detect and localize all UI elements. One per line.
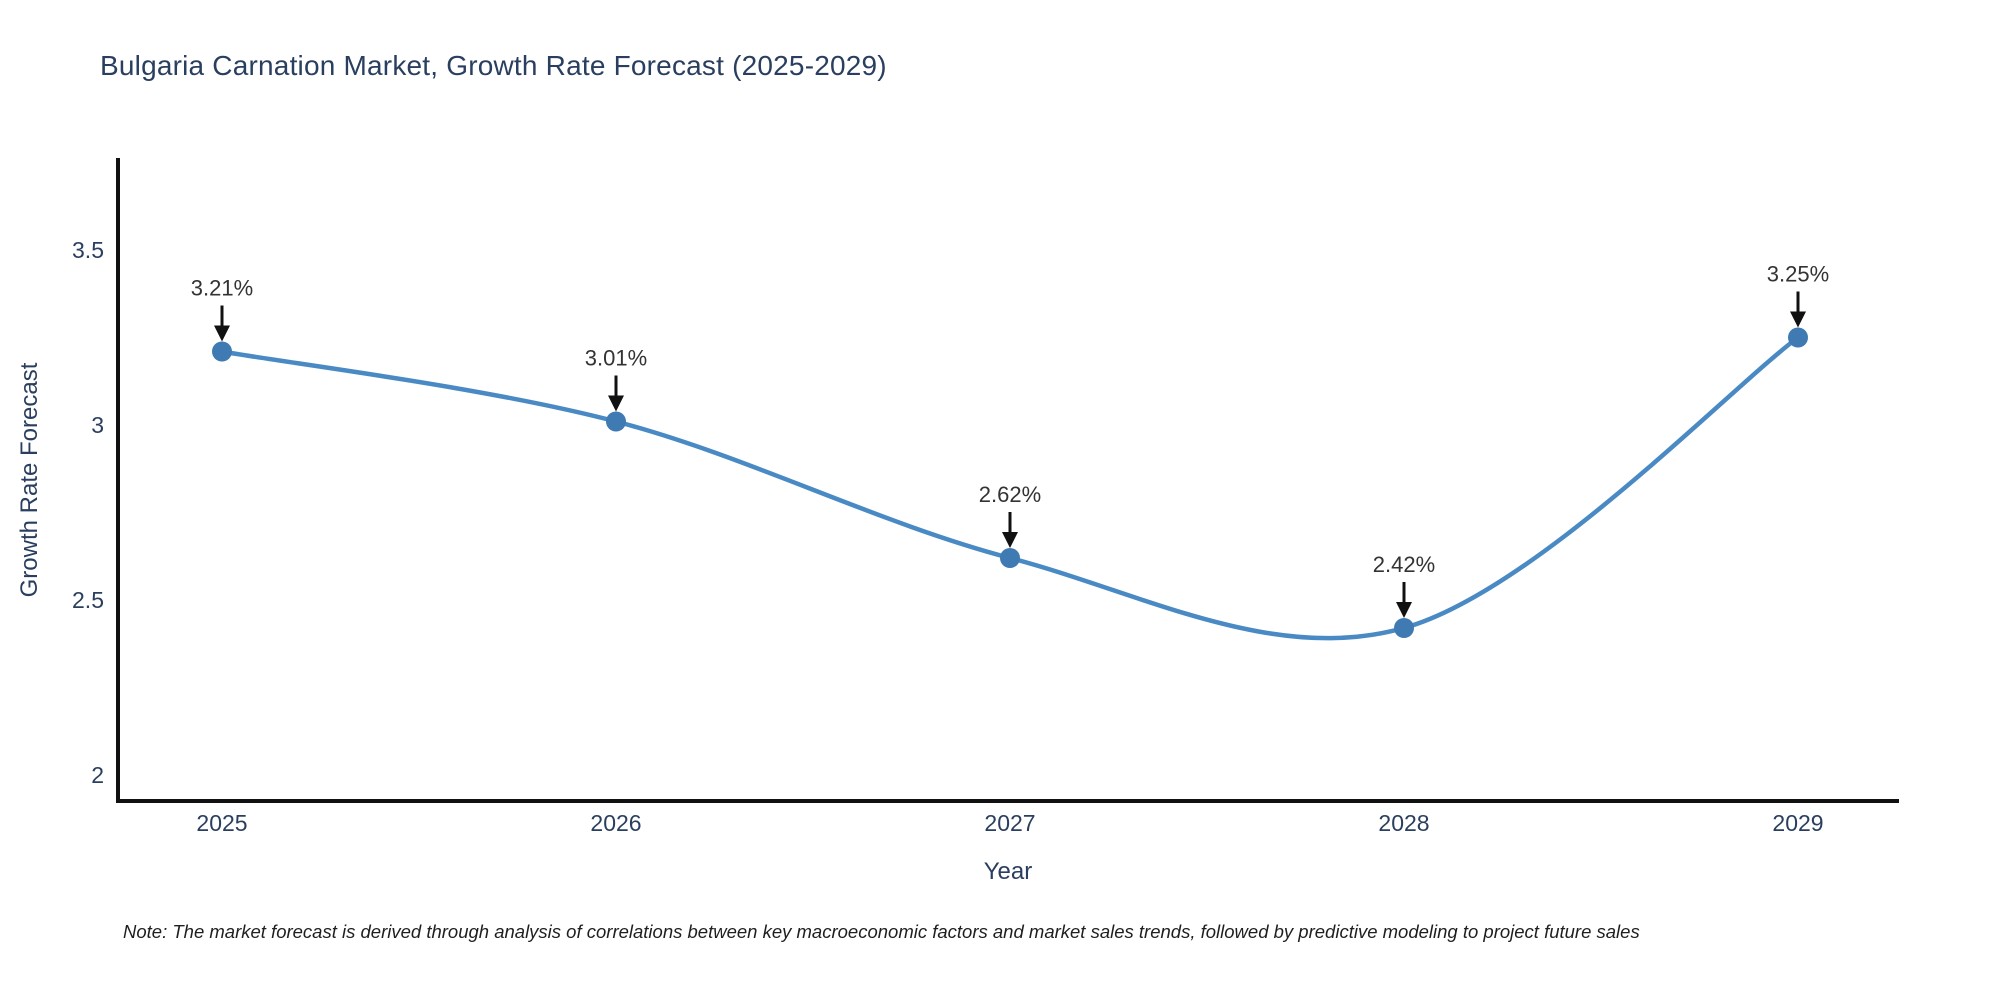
x-tick-label: 2025 (196, 810, 247, 836)
data-point-marker (1788, 327, 1808, 348)
annotation-label: 3.25% (1767, 262, 1829, 287)
annotation-arrowhead (1002, 532, 1018, 548)
annotation-label: 3.21% (191, 276, 253, 301)
annotation-arrowhead (608, 395, 624, 412)
y-tick-label: 2 (91, 762, 104, 788)
y-tick-label: 2.5 (72, 587, 104, 613)
y-tick-label: 3 (91, 412, 104, 438)
annotation-arrowhead (214, 325, 230, 342)
annotation-label: 2.42% (1373, 552, 1435, 577)
y-tick-label: 3.5 (72, 237, 104, 263)
data-point-marker (212, 341, 232, 362)
annotation-label: 2.62% (979, 482, 1041, 507)
data-point-marker (1394, 618, 1414, 638)
data-point-marker (1000, 548, 1020, 568)
data-point-marker (606, 411, 626, 432)
annotation-arrowhead (1396, 602, 1412, 618)
annotation-arrowhead (1790, 311, 1806, 328)
x-tick-label: 2026 (590, 810, 641, 836)
x-axis-title: Year (983, 858, 1033, 885)
x-tick-label: 2029 (1772, 810, 1823, 836)
x-tick-label: 2027 (984, 810, 1035, 836)
x-tick-label: 2028 (1378, 810, 1429, 836)
annotation-label: 3.01% (585, 346, 647, 371)
footnote: Note: The market forecast is derived thr… (123, 921, 1640, 942)
chart-title: Bulgaria Carnation Market, Growth Rate F… (100, 50, 887, 81)
